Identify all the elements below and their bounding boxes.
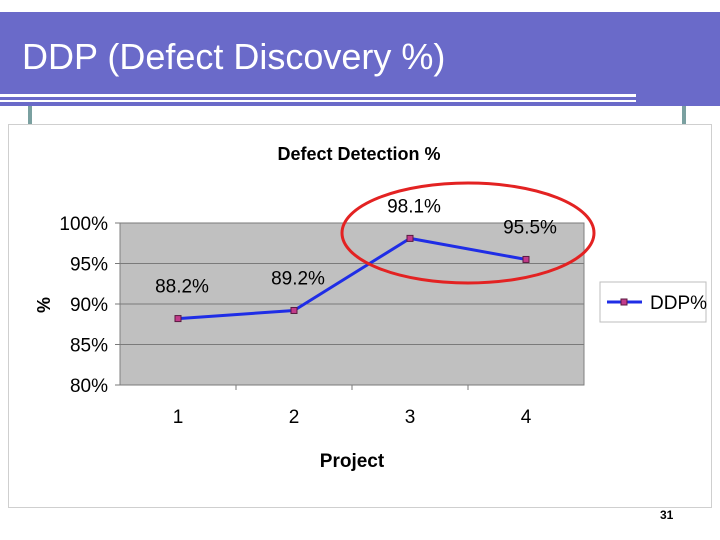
legend-marker <box>620 298 628 306</box>
banner-underline <box>0 94 636 97</box>
chart-title: Defect Detection % <box>277 144 440 164</box>
x-tick-label: 2 <box>289 407 300 428</box>
y-tick-label: 85% <box>70 336 108 357</box>
data-point <box>522 255 530 263</box>
banner-underline-thin <box>0 100 636 102</box>
x-axis-label: Project <box>320 451 385 472</box>
y-tick-label: 80% <box>70 376 108 397</box>
page-number: 31 <box>660 508 674 522</box>
title-banner <box>0 12 720 106</box>
x-tick-label: 4 <box>521 407 532 428</box>
data-label: 89.2% <box>271 268 325 289</box>
data-label: 95.5% <box>503 217 557 238</box>
left-accent-mark <box>28 106 32 124</box>
legend-label: DDP% <box>650 293 707 314</box>
data-label: 98.1% <box>387 196 441 217</box>
x-axis-tick-labels: 1 2 3 4 <box>173 385 532 428</box>
series-line <box>177 236 527 321</box>
data-point <box>174 315 182 323</box>
y-tick-label: 100% <box>59 214 108 235</box>
series-ddp: 88.2% 89.2% 98.1% 95.5% <box>155 196 557 323</box>
y-axis-tick-labels: 100% 95% 90% 85% 80% <box>59 214 108 397</box>
right-accent-mark <box>682 106 686 124</box>
data-point <box>290 306 298 314</box>
highlight-ellipse <box>340 181 596 285</box>
y-axis-label: % <box>34 297 54 313</box>
x-tick-label: 1 <box>173 407 184 428</box>
slide-title: DDP (Defect Discovery %) <box>22 36 446 77</box>
y-tick-label: 95% <box>70 255 108 276</box>
x-tick-label: 3 <box>405 407 416 428</box>
y-tick-label: 90% <box>70 295 108 316</box>
data-label: 88.2% <box>155 277 209 298</box>
data-point <box>406 234 414 242</box>
